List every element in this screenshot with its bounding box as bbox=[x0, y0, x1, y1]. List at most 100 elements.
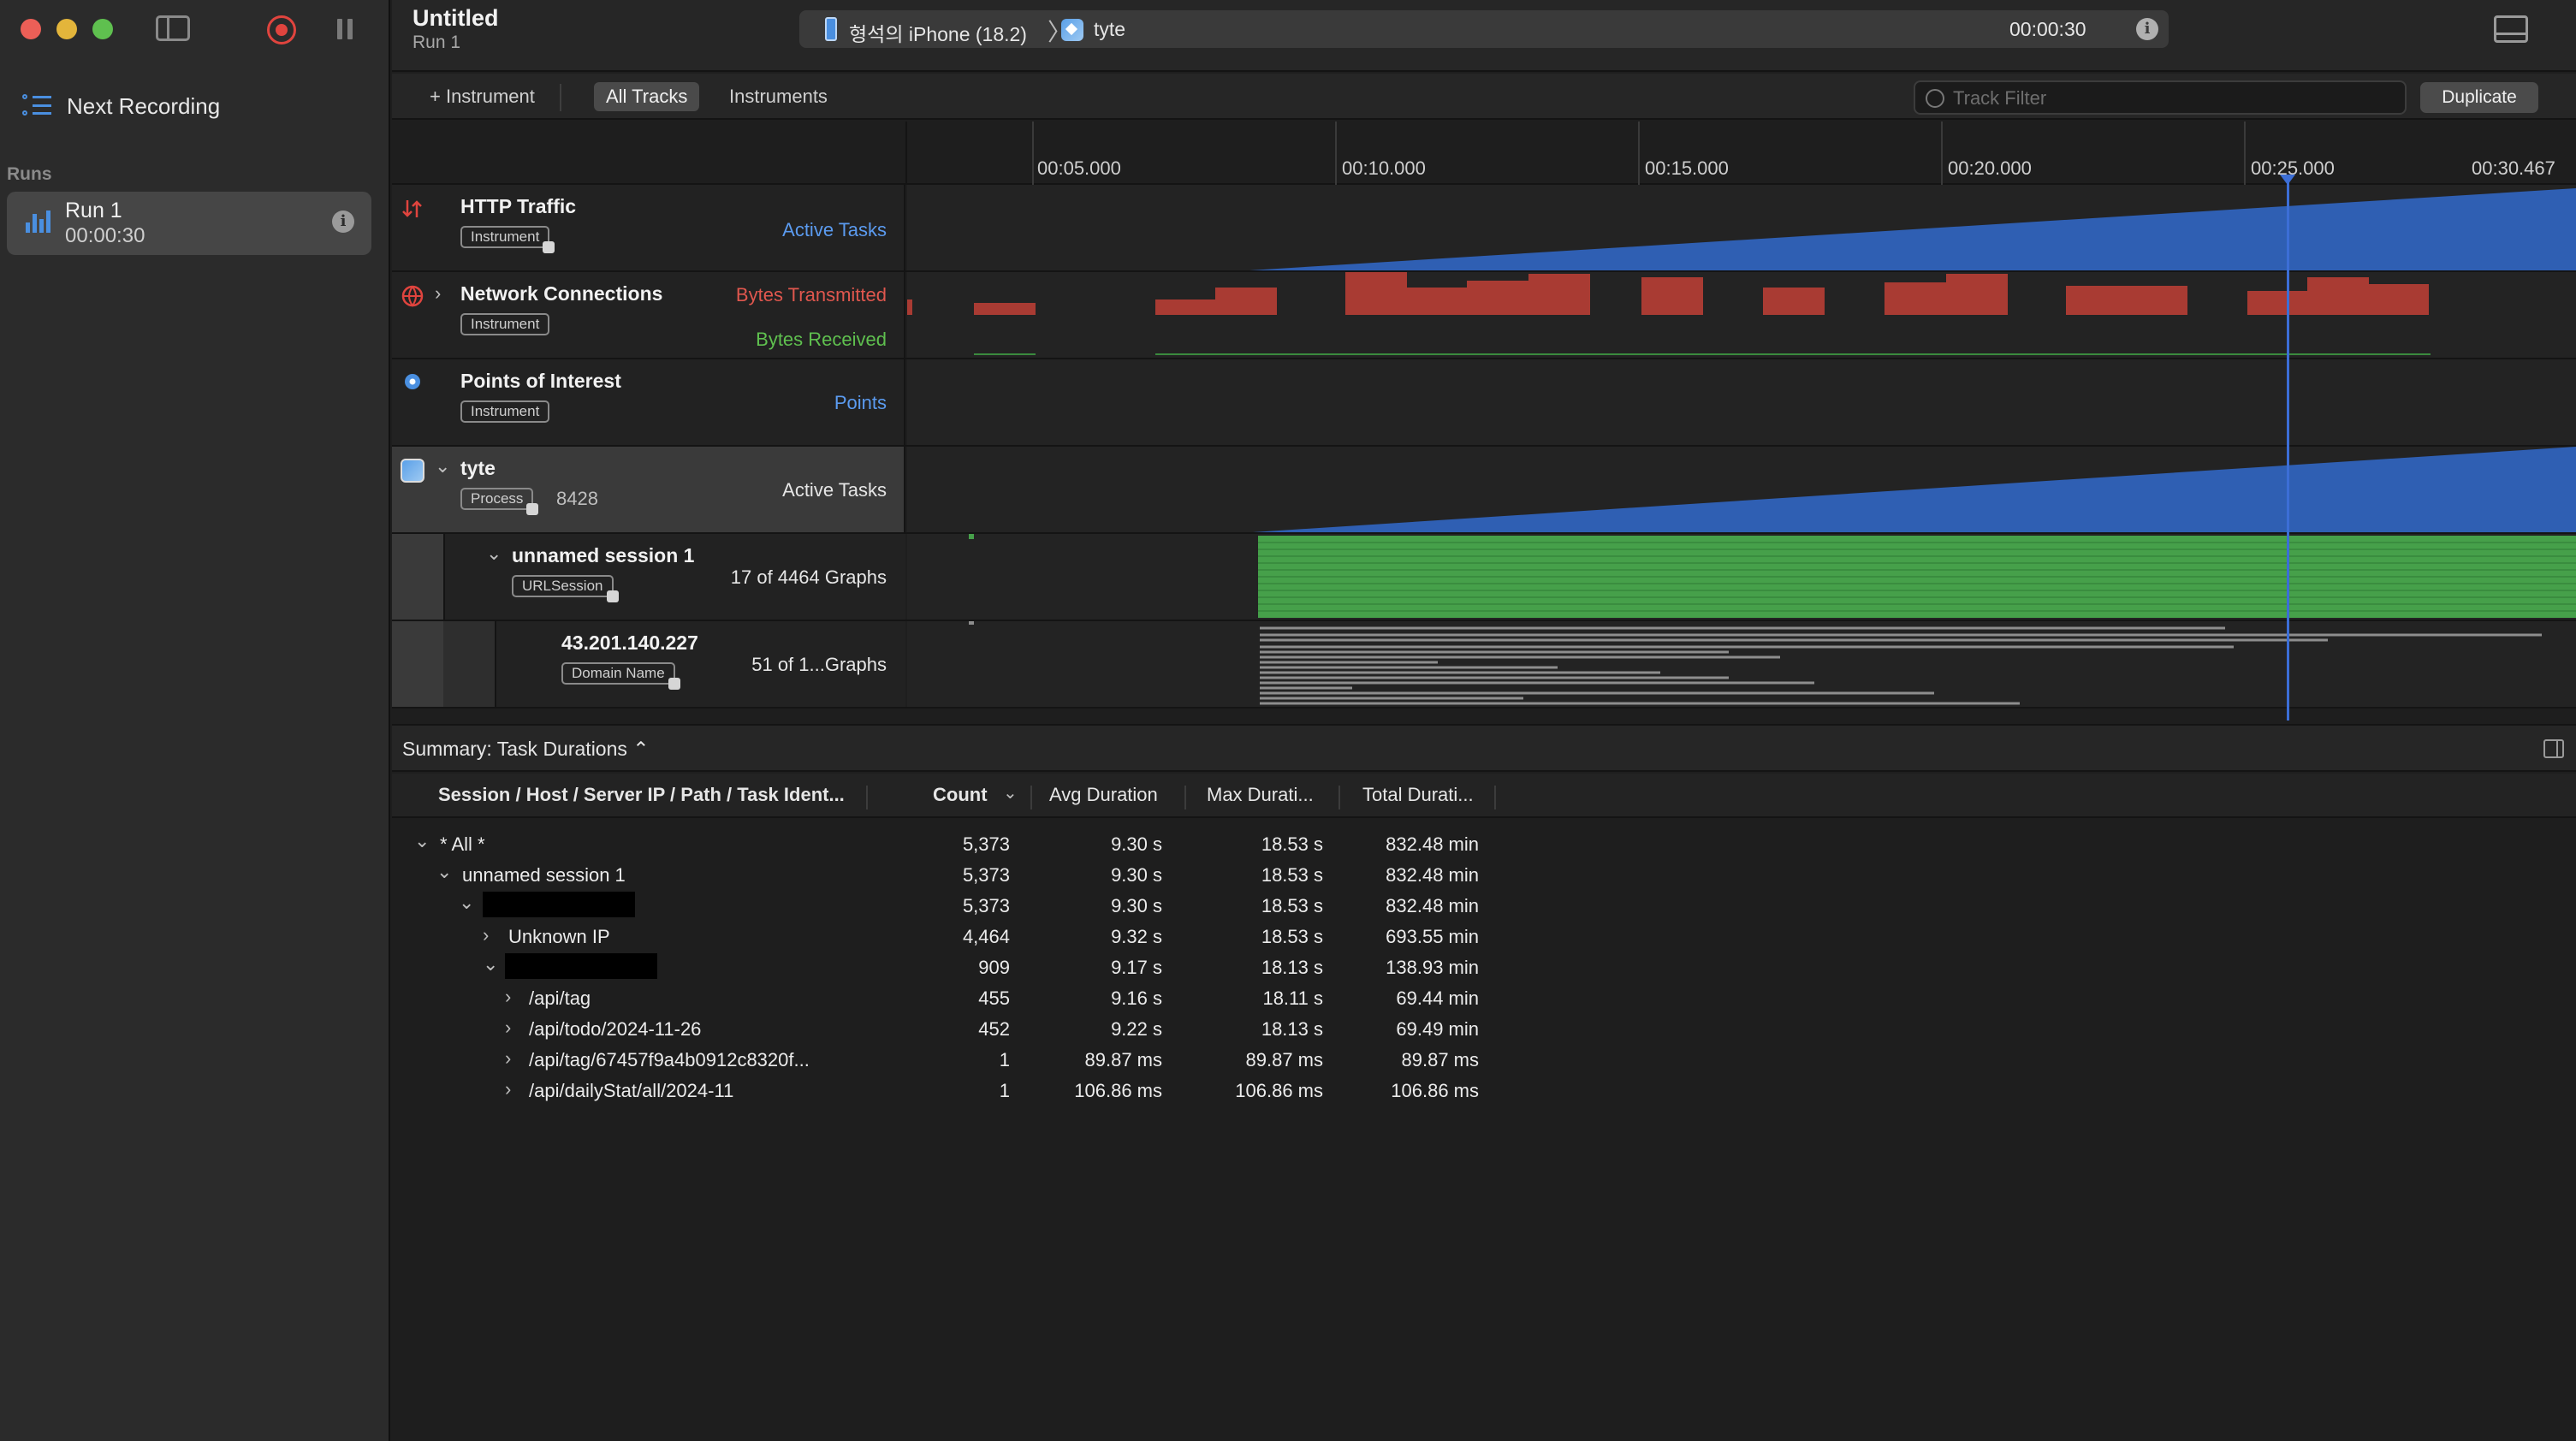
list-icon bbox=[22, 93, 51, 119]
table-row[interactable]: ⌄ * All * 5,373 9.30 s 18.53 s 832.48 mi… bbox=[392, 828, 1898, 859]
row-max: 18.53 s bbox=[1261, 833, 1323, 855]
chevron-down-icon[interactable]: ⌄ bbox=[436, 861, 453, 882]
playhead-line[interactable] bbox=[2287, 178, 2289, 720]
column-header-total-duration[interactable]: Total Durati... bbox=[1362, 784, 1474, 805]
summary-selector[interactable]: Summary: Task Durations ⌃ bbox=[402, 738, 650, 760]
track-points-of-interest[interactable]: Points of Interest Instrument Points bbox=[392, 359, 2576, 447]
points-of-interest-graph[interactable] bbox=[907, 359, 2576, 445]
row-total: 69.49 min bbox=[1396, 1018, 1479, 1040]
chevron-down-icon[interactable]: ⌄ bbox=[414, 830, 430, 851]
domain-graph[interactable] bbox=[907, 621, 2576, 707]
sidebar: Next Recording Runs Run 1 00:00:30 i bbox=[0, 0, 390, 1441]
chevron-right-icon[interactable]: › bbox=[435, 282, 442, 304]
tick-label: 00:05.000 bbox=[1037, 157, 1121, 179]
table-row[interactable]: › Unknown IP 4,464 9.32 s 18.53 s 693.55… bbox=[392, 921, 1898, 952]
table-row[interactable]: ⌄ unnamed session 1 5,373 9.30 s 18.53 s… bbox=[392, 859, 1898, 890]
row-label: /api/dailyStat/all/2024-11 bbox=[529, 1080, 734, 1101]
row-max: 18.53 s bbox=[1261, 895, 1323, 916]
run-row[interactable]: Run 1 00:00:30 i bbox=[7, 192, 371, 255]
row-avg: 9.32 s bbox=[1111, 926, 1162, 947]
playhead-marker[interactable] bbox=[2280, 175, 2295, 185]
track-badge[interactable]: URLSession bbox=[512, 575, 618, 602]
sort-descending-icon[interactable]: ⌄ bbox=[1003, 784, 1018, 803]
active-tasks-area bbox=[1249, 188, 2576, 270]
record-button[interactable] bbox=[267, 15, 296, 44]
track-filter-input[interactable] bbox=[1953, 86, 2381, 111]
zoom-window-button[interactable] bbox=[92, 19, 113, 39]
chevron-down-icon[interactable]: ⌄ bbox=[435, 455, 451, 477]
track-badge[interactable]: Instrument bbox=[460, 226, 555, 253]
chevron-down-icon[interactable]: ⌄ bbox=[459, 892, 475, 913]
column-header-max-duration[interactable]: Max Durati... bbox=[1207, 784, 1314, 805]
sidebar-toggle-icon[interactable] bbox=[156, 15, 190, 41]
session-graph[interactable] bbox=[907, 534, 2576, 620]
tyte-process-graph[interactable] bbox=[907, 447, 2576, 532]
table-row[interactable]: › /api/tag/67457f9a4b0912c8320f... 1 89.… bbox=[392, 1044, 1898, 1075]
column-header-session[interactable]: Session / Host / Server IP / Path / Task… bbox=[438, 784, 845, 805]
close-window-button[interactable] bbox=[21, 19, 41, 39]
add-instrument-button[interactable]: + Instrument bbox=[430, 86, 535, 107]
track-unnamed-session[interactable]: ⌄ unnamed session 1 URLSession 17 of 446… bbox=[392, 534, 2576, 621]
app-icon bbox=[401, 459, 424, 483]
row-avg: 89.87 ms bbox=[1084, 1049, 1163, 1070]
inspector-toggle-icon[interactable] bbox=[2543, 739, 2564, 758]
track-label-bytes-received: Bytes Received bbox=[756, 329, 887, 350]
chevron-right-icon[interactable]: › bbox=[505, 986, 512, 1007]
chevron-down-icon[interactable]: ⌄ bbox=[483, 953, 499, 975]
track-domain-name[interactable]: 43.201.140.227 Domain Name 51 of 1...Gra… bbox=[392, 621, 2576, 709]
target-info-icon[interactable]: i bbox=[2136, 18, 2158, 40]
network-connections-graph[interactable] bbox=[907, 272, 2576, 358]
chevron-right-icon[interactable]: › bbox=[505, 1078, 512, 1100]
chevron-right-icon[interactable]: › bbox=[505, 1017, 512, 1038]
track-filter[interactable] bbox=[1914, 80, 2407, 115]
table-row[interactable]: ⌄ 909 9.17 s 18.13 s 138.93 min bbox=[392, 952, 1898, 982]
target-app[interactable]: tyte bbox=[1094, 18, 1126, 40]
chevron-right-icon[interactable]: › bbox=[483, 924, 490, 946]
track-name: unnamed session 1 bbox=[512, 544, 695, 566]
track-badge[interactable]: Domain Name bbox=[561, 662, 680, 690]
table-row[interactable]: ⌄ 5,373 9.30 s 18.53 s 832.48 min bbox=[392, 890, 1898, 921]
target-selector[interactable]: 형석의 iPhone (18.2) 〉 tyte 00:00:30 i bbox=[799, 10, 2169, 48]
row-label: Unknown IP bbox=[508, 926, 610, 947]
target-device[interactable]: 형석의 iPhone (18.2) bbox=[849, 23, 1027, 45]
minimize-window-button[interactable] bbox=[56, 19, 77, 39]
row-label: /api/tag/67457f9a4b0912c8320f... bbox=[529, 1049, 810, 1070]
time-ruler[interactable]: 00:05.000 00:10.000 00:15.000 00:20.000 … bbox=[905, 122, 2576, 185]
chevron-down-icon[interactable]: ⌄ bbox=[486, 543, 502, 564]
active-tasks-area bbox=[1253, 447, 2576, 532]
track-label-points: Points bbox=[834, 392, 887, 413]
next-recording-item[interactable]: Next Recording bbox=[22, 89, 220, 123]
table-row[interactable]: › /api/dailyStat/all/2024-11 1 106.86 ms… bbox=[392, 1075, 1898, 1106]
row-avg: 9.30 s bbox=[1111, 895, 1162, 916]
detail-panel-toggle-icon[interactable] bbox=[2494, 15, 2528, 43]
row-total: 89.87 ms bbox=[1401, 1049, 1480, 1070]
chevron-right-icon[interactable]: › bbox=[505, 1047, 512, 1069]
track-http-traffic[interactable]: HTTP Traffic Instrument Active Tasks bbox=[392, 185, 2576, 272]
http-traffic-graph[interactable] bbox=[907, 185, 2576, 270]
network-globe-icon bbox=[401, 285, 424, 307]
tab-all-tracks[interactable]: All Tracks bbox=[594, 82, 700, 111]
runs-header: Runs bbox=[7, 164, 52, 184]
track-name: HTTP Traffic bbox=[460, 195, 577, 217]
track-badge[interactable]: Instrument bbox=[460, 400, 550, 423]
main-area: Untitled Run 1 형석의 iPhone (18.2) 〉 tyte … bbox=[392, 0, 2576, 1441]
row-count: 909 bbox=[978, 957, 1010, 978]
track-badge[interactable]: Process bbox=[460, 488, 539, 515]
row-total: 832.48 min bbox=[1386, 833, 1479, 855]
track-name: Network Connections bbox=[460, 282, 663, 305]
column-header-avg-duration[interactable]: Avg Duration bbox=[1049, 784, 1158, 805]
tab-instruments[interactable]: Instruments bbox=[729, 86, 828, 107]
run-info-icon[interactable]: i bbox=[332, 211, 354, 233]
track-label-active-tasks: Active Tasks bbox=[782, 219, 887, 240]
track-network-connections[interactable]: › Network Connections Instrument Bytes T… bbox=[392, 272, 2576, 359]
track-badge[interactable]: Instrument bbox=[460, 313, 550, 335]
row-max: 106.86 ms bbox=[1235, 1080, 1323, 1101]
table-row[interactable]: › /api/tag 455 9.16 s 18.11 s 69.44 min bbox=[392, 982, 1898, 1013]
tick-label: 00:10.000 bbox=[1342, 157, 1426, 179]
row-max: 18.13 s bbox=[1261, 1018, 1323, 1040]
track-tyte-process[interactable]: ⌄ tyte Process 8428 Active Tasks bbox=[392, 447, 2576, 534]
column-header-count[interactable]: Count bbox=[933, 784, 988, 805]
table-row[interactable]: › /api/todo/2024-11-26 452 9.22 s 18.13 … bbox=[392, 1013, 1898, 1044]
duplicate-button[interactable]: Duplicate bbox=[2420, 82, 2538, 113]
pause-button[interactable] bbox=[337, 19, 354, 39]
